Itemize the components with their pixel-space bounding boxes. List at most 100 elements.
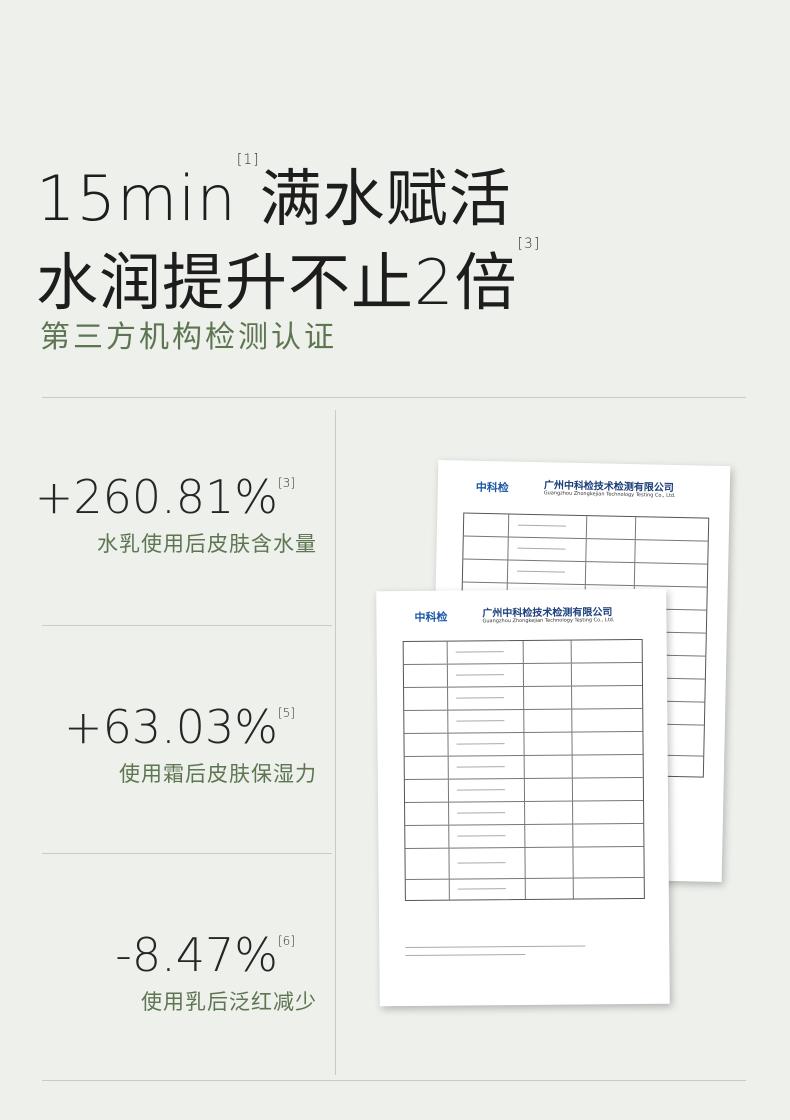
table-row [405,846,644,881]
table-cell [523,686,525,709]
stat-value: -8.47% [115,928,278,982]
divider [335,410,336,1075]
table-row [404,685,643,712]
stat: +260.81%[3] 水乳使用后皮肤含水量 [35,470,316,558]
table-row [404,731,643,758]
stat-value-line: +63.03%[5] [64,700,295,754]
table-cell [524,847,526,878]
table-cell [507,537,509,560]
table-row [406,878,644,900]
table-cell [448,879,450,900]
table-cell [446,687,449,710]
table-text [456,651,504,653]
footnote: [5] [278,706,295,720]
table-cell [585,539,587,562]
stat-label: 水乳使用后皮肤含水量 [97,532,317,556]
table-text [457,862,506,864]
table-text [516,570,566,573]
table-cell [447,779,449,802]
table-row [404,777,644,804]
table-cell [447,802,450,825]
stat-value: +63.03% [64,700,278,754]
table-cell [584,562,587,585]
table-cell [447,710,449,733]
table-text [456,674,504,676]
headline-text: 15min [36,162,237,235]
table-cell [507,514,510,537]
table-text [517,524,567,527]
table-cell [446,664,448,687]
table-cell [572,878,574,899]
table-cell [523,778,526,801]
stat-value-line: +260.81%[3] [35,470,295,524]
report-front: 中科检 广州中科检技术检测有限公司 Guangzhou Zhongkejian … [376,588,670,1007]
subtitle: 第三方机构检测认证 [40,320,337,355]
table-row [404,708,643,735]
footnote: [1] [236,152,260,168]
table-cell [524,824,526,847]
table-cell [633,563,636,586]
table-row [403,639,642,666]
headline-text: 水润提升不止2倍 [36,246,518,319]
stat: +63.03%[5] 使用霜后皮肤保湿力 [64,700,316,788]
table-cell [585,516,588,539]
table-cell [448,825,450,848]
table-text [457,812,506,814]
headline-line: 水润提升不止2倍[3] [36,232,540,322]
report-footer [405,953,526,957]
footnote: [3] [517,236,541,252]
table-cell [571,755,573,778]
table-cell [572,847,574,878]
table-cell [522,640,524,663]
stat-value-line: -8.47%[6] [115,928,295,982]
footnote: [6] [278,934,295,948]
table-cell [570,663,572,686]
report-logo: 中科检 [414,610,448,624]
table-text [457,789,505,791]
table-cell [570,686,572,709]
table-cell [523,732,525,755]
report-logo: 中科检 [475,480,509,495]
table-cell [570,640,572,663]
table-cell [522,663,525,686]
table-cell [447,756,449,779]
table-cell [523,755,525,778]
table-text [456,697,505,699]
table-cell [571,778,573,801]
table-cell [571,732,573,755]
table-text [457,835,506,837]
stat-label: 使用霜后皮肤保湿力 [119,762,317,786]
table-cell [571,824,574,847]
table-cell [447,733,449,756]
table-row [403,662,643,689]
table-cell [571,801,573,824]
table-cell [523,709,525,732]
footnote: [3] [278,476,295,490]
table-cell [524,801,526,824]
table-row [405,823,644,850]
report-footer [405,945,586,949]
table-row [404,754,643,781]
headline-line: 15min[1]满水赋活 [36,148,512,238]
headline-text: 满水赋活 [259,162,512,235]
table-text [456,743,505,745]
report-company-en: Guangzhou Zhongkejian Technology Testing… [482,617,615,625]
table-cell [570,709,573,732]
divider [42,397,746,398]
divider [42,1080,746,1081]
divider [42,625,332,626]
report-table [402,638,645,902]
stat: -8.47%[6] 使用乳后泛红减少 [115,928,316,1016]
table-cell [448,848,450,879]
table-row [405,800,644,827]
table-text [458,888,506,890]
stat-value: +260.81% [34,470,278,524]
stat-label: 使用乳后泛红减少 [141,990,317,1014]
table-cell [634,540,636,563]
table-text [457,766,505,768]
table-text [517,547,567,550]
table-cell [506,560,509,583]
table-cell [634,517,637,540]
table-cell [524,878,526,899]
